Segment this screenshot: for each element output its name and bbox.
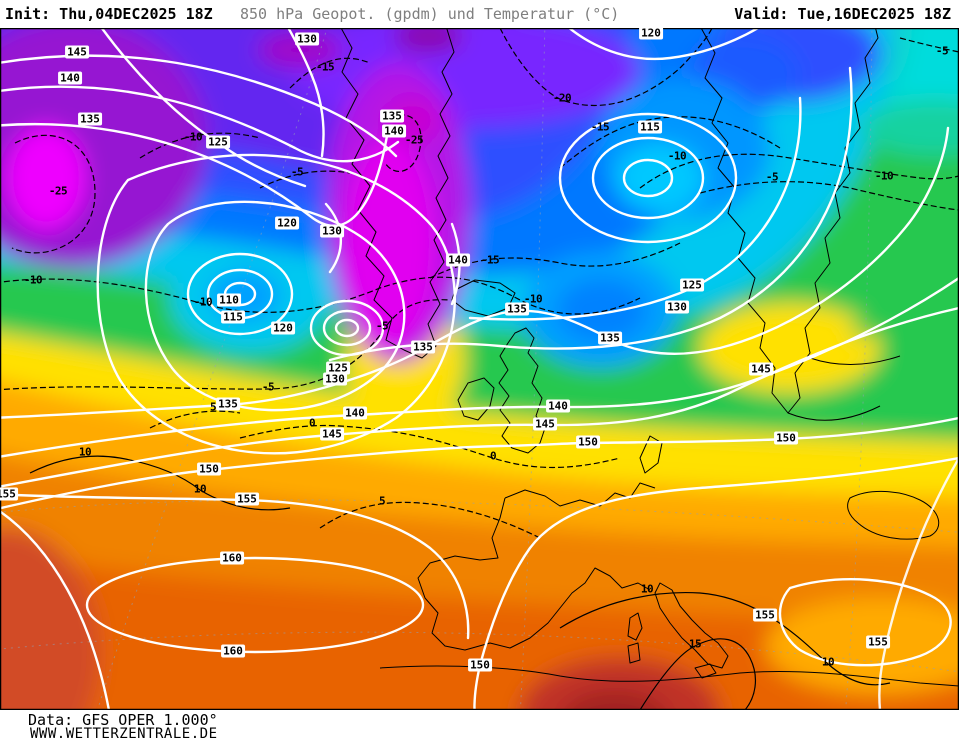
geopotential-contour-label: 140: [446, 253, 470, 267]
geopotential-contour-label: 110: [217, 293, 241, 307]
geopotential-contour-label: 130: [665, 300, 689, 314]
geopotential-contour-label: 135: [505, 302, 529, 316]
geopotential-contour-label: 140: [382, 124, 406, 138]
valid-time-label: Valid: Tue,16DEC2025 18Z: [734, 5, 951, 23]
geopotential-contour-label: 145: [749, 362, 773, 376]
temperature-contour-label: 5: [209, 400, 217, 414]
temperature-contour-label: 10: [193, 482, 207, 496]
temperature-contour-label: -15: [315, 60, 335, 74]
geopotential-contour-label: 125: [680, 278, 704, 292]
graticule-lines: [0, 28, 959, 710]
weather-map-canvas: 145 140 135 130 125 120 135 140 130 140 120 115 110 1…: [0, 28, 959, 710]
temperature-contour-label: 10: [640, 582, 654, 596]
geopotential-contour-label: 135: [216, 397, 240, 411]
geopotential-contour-label: 140: [58, 71, 82, 85]
geopotential-contour-label: 145: [533, 417, 557, 431]
chart-title: 850 hPa Geopot. (gpdm) und Temperatur (°…: [240, 5, 620, 23]
temperature-contour-label: -10: [23, 273, 43, 287]
geopotential-contour-label: 155: [753, 608, 777, 622]
geopotential-contour-label: 150: [774, 431, 798, 445]
geopotential-contour-label: 115: [638, 120, 662, 134]
geopotential-contour-label: 120: [271, 321, 295, 335]
temperature-contour-label: -10: [193, 295, 213, 309]
map-header: Init: Thu,04DEC2025 18Z 850 hPa Geopot. …: [0, 0, 959, 28]
geopotential-contour-label: 120: [639, 28, 663, 40]
temperature-contour-label: -15: [480, 253, 500, 267]
geopotential-contour-label: 150: [576, 435, 600, 449]
temperature-contour-label: 0: [489, 449, 497, 463]
geopotential-contour-label: 155: [0, 487, 18, 501]
geopotential-contour-label: 135: [380, 109, 404, 123]
data-source-label: Data: GFS OPER 1.000°: [28, 711, 218, 729]
temperature-contour-label: -10: [523, 292, 543, 306]
geopotential-contour-label: 145: [65, 45, 89, 59]
temperature-contour-label: -5: [261, 380, 275, 394]
geopotential-contour-label: 150: [468, 658, 492, 672]
website-label: WWW.WETTERZENTRALE.DE: [30, 726, 218, 741]
geopotential-contour-label: 160: [221, 644, 245, 658]
geopotential-contour-label: 130: [320, 224, 344, 238]
init-time-label: Init: Thu,04DEC2025 18Z: [5, 5, 213, 23]
temperature-contour-label: -5: [290, 165, 304, 179]
temperature-contour-label: 10: [78, 445, 92, 459]
temperature-contour-label: 15: [688, 637, 702, 651]
geopotential-contour-label: 135: [598, 331, 622, 345]
geopotential-contour-label: 145: [320, 427, 344, 441]
temperature-contour-label: -10: [667, 149, 687, 163]
temperature-contour-label: -15: [590, 120, 610, 134]
temperature-contour-label: -10: [183, 130, 203, 144]
geopotential-contour-label: 160: [220, 551, 244, 565]
geopotential-contour-label: 125: [326, 361, 350, 375]
map-graphics: [0, 28, 959, 710]
temperature-contour-label: -5: [935, 44, 949, 58]
geopotential-contour-label: 135: [78, 112, 102, 126]
geopotential-contour-label: 150: [197, 462, 221, 476]
temperature-contour-label: -10: [874, 169, 894, 183]
temperature-contour-label: -25: [404, 133, 424, 147]
geopotential-contour-label: 120: [275, 216, 299, 230]
temperature-contour-label: -20: [552, 91, 572, 105]
temperature-contour-label: -5: [375, 319, 389, 333]
geopotential-contour-label: 140: [546, 399, 570, 413]
geopotential-contour-label: 155: [866, 635, 890, 649]
temperature-contour-label: 10: [821, 655, 835, 669]
temperature-contour-label: 0: [308, 416, 316, 430]
map-footer: Data: GFS OPER 1.000° WWW.WETTERZENTRALE…: [0, 710, 959, 741]
temperature-field: [0, 28, 959, 710]
geopotential-contour-label: 140: [343, 406, 367, 420]
temperature-contour-label: -5: [765, 170, 779, 184]
geopotential-contour-label: 115: [221, 310, 245, 324]
geopotential-contour-label: 125: [206, 135, 230, 149]
temperature-contours: [0, 28, 959, 710]
geopotential-contour-label: 155: [235, 492, 259, 506]
geopotential-contour-label: 130: [295, 32, 319, 46]
geopotential-contour-label: 135: [411, 340, 435, 354]
temperature-contour-label: 5: [378, 494, 386, 508]
geopotential-contour-label: 130: [323, 372, 347, 386]
temperature-contour-label: -25: [48, 184, 68, 198]
